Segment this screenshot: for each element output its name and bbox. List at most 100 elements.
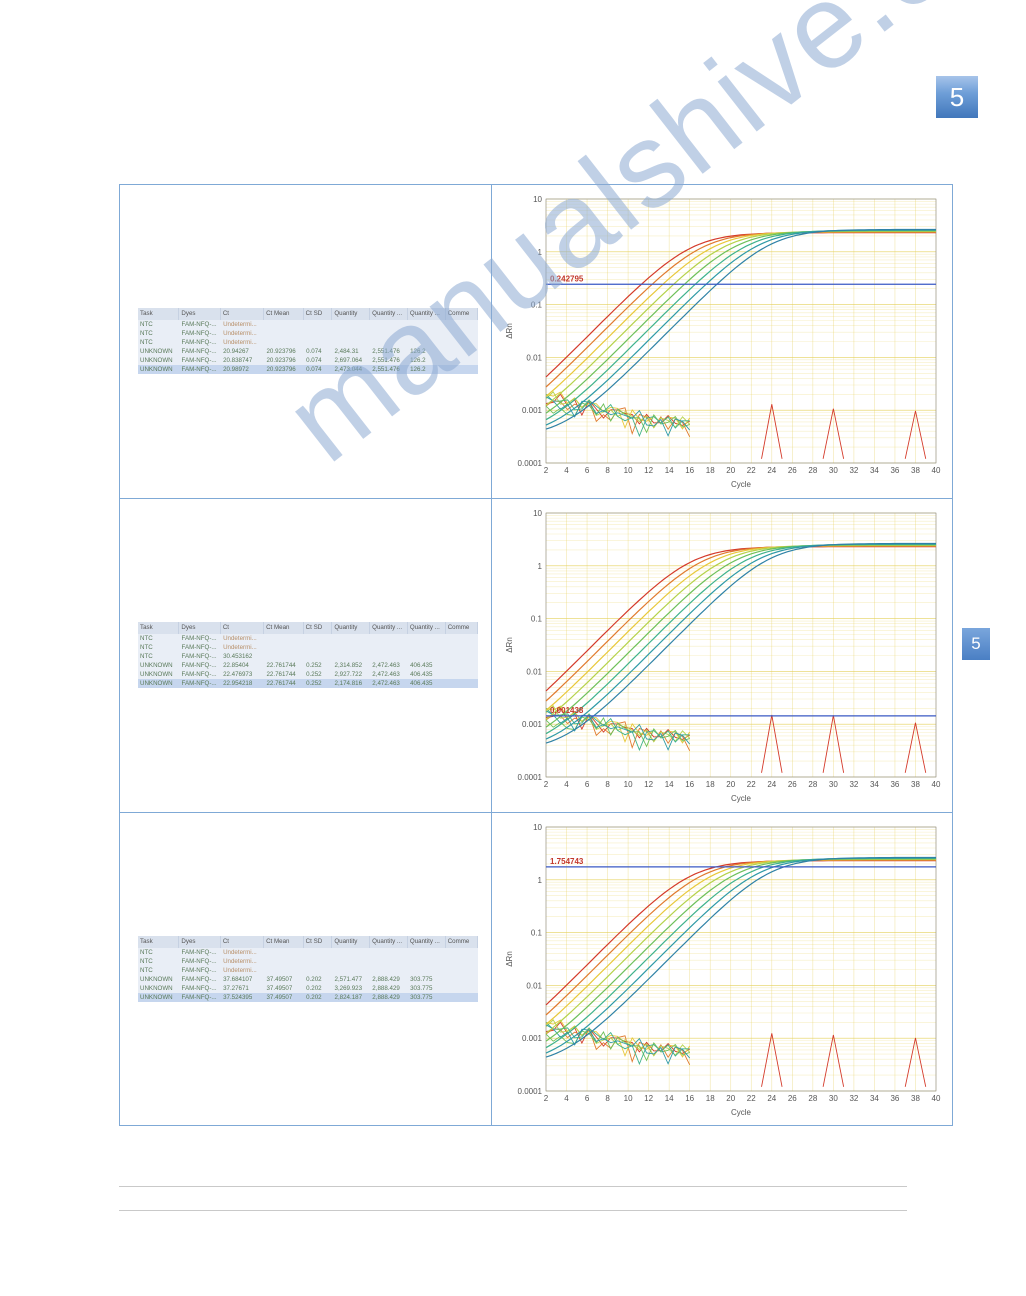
table-row: UNKNOWNFAM-NFQ-...37.52439537.495070.202…: [138, 993, 478, 1002]
cell: [370, 320, 408, 329]
table-row: NTCFAM-NFQ-...Undetermi...: [138, 966, 478, 975]
cell: FAM-NFQ-...: [180, 948, 222, 957]
col-header: Dyes: [179, 622, 220, 634]
amplification-chart: 0.00010.0010.010.11102468101214161820222…: [500, 503, 944, 803]
svg-text:38: 38: [911, 780, 920, 789]
svg-text:0.1: 0.1: [531, 615, 543, 624]
cell: [446, 347, 478, 356]
table-row: NTCFAM-NFQ-...Undetermi...: [138, 634, 478, 643]
cell: 22.761744: [264, 679, 304, 688]
svg-text:1: 1: [538, 562, 543, 571]
cell: 0.252: [304, 661, 332, 670]
cell: NTC: [138, 966, 180, 975]
cell: [264, 948, 304, 957]
cell: 30.453162: [221, 652, 264, 661]
cell: 2,484.31: [333, 347, 371, 356]
svg-text:28: 28: [808, 466, 817, 475]
svg-text:2: 2: [544, 466, 549, 475]
svg-text:10: 10: [624, 1094, 633, 1103]
cell: 406.435: [408, 661, 446, 670]
col-header: Comme: [446, 308, 478, 320]
table-row: UNKNOWNFAM-NFQ-...37.2767137.495070.2023…: [138, 984, 478, 993]
svg-text:0.001: 0.001: [522, 1034, 543, 1043]
svg-text:0.001: 0.001: [522, 720, 543, 729]
table-row: UNKNOWNFAM-NFQ-...22.47697322.7617440.25…: [138, 670, 478, 679]
cell: [333, 329, 371, 338]
svg-text:10: 10: [533, 195, 542, 204]
chapter-side-tab: 5: [962, 628, 990, 660]
col-header: Ct: [221, 308, 264, 320]
cell: FAM-NFQ-...: [180, 661, 222, 670]
col-header: Quantity ...: [408, 936, 446, 948]
cell: 22.954218: [221, 679, 264, 688]
svg-text:36: 36: [890, 466, 899, 475]
cell: 20.98972: [221, 365, 264, 374]
cell: 20.838747: [221, 356, 264, 365]
cell: 2,551.476: [370, 365, 408, 374]
cell: [304, 948, 332, 957]
svg-text:26: 26: [788, 780, 797, 789]
col-header: Quantity ...: [408, 308, 446, 320]
cell: [446, 634, 478, 643]
svg-text:14: 14: [665, 780, 674, 789]
svg-text:20: 20: [726, 466, 735, 475]
cell: [333, 320, 371, 329]
table-row: NTCFAM-NFQ-...Undetermi...: [138, 320, 478, 329]
cell: [264, 634, 304, 643]
cell: 2,888.429: [370, 984, 408, 993]
svg-text:ΔRn: ΔRn: [505, 323, 514, 339]
cell: 0.202: [304, 993, 332, 1002]
table-row: UNKNOWNFAM-NFQ-...20.9897220.9237960.074…: [138, 365, 478, 374]
cell: 37.684107: [221, 975, 264, 984]
cell: FAM-NFQ-...: [180, 966, 222, 975]
cell: 126.2: [408, 356, 446, 365]
table-row: NTCFAM-NFQ-...Undetermi...: [138, 338, 478, 347]
table-header-row: TaskDyesCtCt MeanCt SDQuantityQuantity .…: [138, 936, 478, 948]
svg-text:32: 32: [849, 1094, 858, 1103]
cell: 126.2: [408, 347, 446, 356]
table-row: UNKNOWNFAM-NFQ-...22.95421822.7617440.25…: [138, 679, 478, 688]
results-table: TaskDyesCtCt MeanCt SDQuantityQuantity .…: [138, 622, 478, 688]
cell: UNKNOWN: [138, 347, 180, 356]
cell: 303.775: [408, 975, 446, 984]
cell: [446, 356, 478, 365]
cell: 2,314.852: [333, 661, 371, 670]
table-cell: TaskDyesCtCt MeanCt SDQuantityQuantity .…: [120, 185, 490, 498]
cell: [408, 652, 446, 661]
svg-text:28: 28: [808, 780, 817, 789]
col-header: Dyes: [179, 936, 220, 948]
svg-text:40: 40: [932, 1094, 941, 1103]
cell: NTC: [138, 957, 180, 966]
cell: [446, 984, 478, 993]
cell: [264, 329, 304, 338]
results-table: TaskDyesCtCt MeanCt SDQuantityQuantity .…: [138, 936, 478, 1002]
svg-text:0.1: 0.1: [531, 301, 543, 310]
content-frame: TaskDyesCtCt MeanCt SDQuantityQuantity .…: [119, 184, 953, 1126]
col-header: Ct SD: [304, 308, 333, 320]
svg-text:18: 18: [706, 466, 715, 475]
page-number: 5: [950, 82, 964, 113]
svg-text:24: 24: [767, 466, 776, 475]
cell: 20.923796: [264, 356, 304, 365]
cell: UNKNOWN: [138, 679, 180, 688]
col-header: Quantity: [332, 308, 370, 320]
svg-text:6: 6: [585, 1094, 590, 1103]
col-header: Quantity ...: [370, 308, 408, 320]
cell: [304, 643, 332, 652]
cell: FAM-NFQ-...: [180, 984, 222, 993]
col-header: Ct: [221, 936, 264, 948]
table-row: UNKNOWNFAM-NFQ-...20.83874720.9237960.07…: [138, 356, 478, 365]
svg-text:0.001: 0.001: [522, 406, 543, 415]
cell: 0.252: [304, 670, 332, 679]
cell: [446, 670, 478, 679]
cell: [446, 993, 478, 1002]
results-table: TaskDyesCtCt MeanCt SDQuantityQuantity .…: [138, 308, 478, 374]
cell: [408, 966, 446, 975]
side-tab-label: 5: [971, 634, 980, 654]
cell: UNKNOWN: [138, 365, 180, 374]
cell: [264, 957, 304, 966]
svg-text:32: 32: [849, 780, 858, 789]
cell: 37.49507: [264, 993, 304, 1002]
cell: [264, 338, 304, 347]
cell: 303.775: [408, 984, 446, 993]
